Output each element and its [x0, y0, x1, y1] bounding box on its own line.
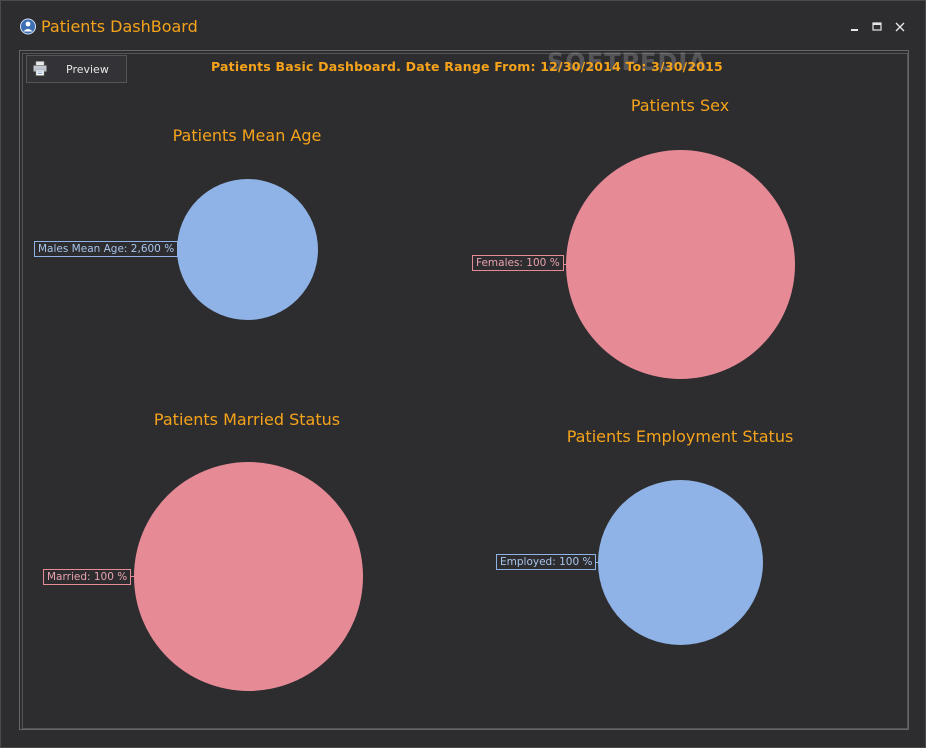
dashboard-header: Patients Basic Dashboard. Date Range Fro… — [211, 59, 723, 74]
chart-title-employment-status: Patients Employment Status — [566, 427, 794, 446]
pie-slice-females[interactable] — [566, 150, 795, 379]
maximize-button[interactable] — [868, 18, 886, 36]
printer-icon — [33, 61, 47, 76]
close-icon — [895, 22, 905, 32]
chart-title-sex: Patients Sex — [630, 96, 730, 115]
minimize-icon — [851, 29, 858, 31]
data-label-males-mean-age: Males Mean Age: 2,600 % — [34, 241, 179, 257]
pie-slice-males-mean-age[interactable] — [177, 179, 318, 320]
dashboard-inner-frame — [22, 53, 908, 729]
pie-slice-employed[interactable] — [598, 480, 763, 645]
minimize-button[interactable] — [846, 18, 864, 36]
pie-slice-married[interactable] — [134, 462, 363, 691]
chart-title-married-status: Patients Married Status — [153, 410, 341, 429]
close-button[interactable] — [891, 18, 909, 36]
softpedia-watermark: SOFTPEDIA — [547, 48, 708, 76]
data-label-employed: Employed: 100 % — [496, 554, 597, 570]
data-label-married: Married: 100 % — [43, 569, 132, 585]
title-bar[interactable]: Patients DashBoard — [1, 1, 925, 49]
app-icon — [20, 18, 36, 35]
dashboard-frame — [19, 50, 909, 730]
data-label-females: Females: 100 % — [472, 255, 564, 271]
chart-title-mean-age: Patients Mean Age — [172, 126, 322, 145]
maximize-icon — [872, 22, 882, 31]
preview-label: Preview — [66, 63, 109, 76]
preview-button[interactable]: Preview — [26, 55, 127, 83]
window-title: Patients DashBoard — [41, 17, 198, 36]
